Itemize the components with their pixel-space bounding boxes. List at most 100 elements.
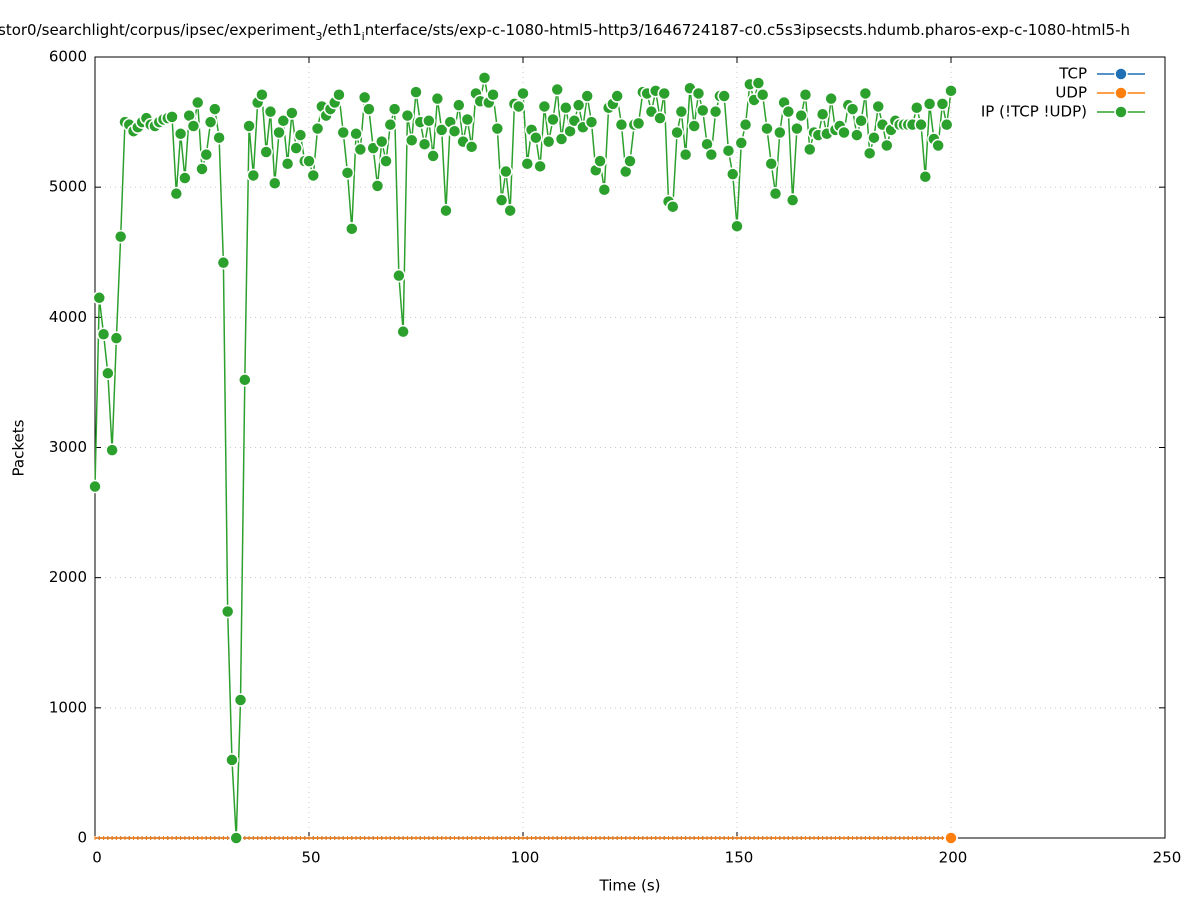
point-marker: [717, 89, 731, 103]
point-marker: [580, 89, 594, 103]
point-marker: [392, 268, 406, 283]
point-marker: [541, 134, 556, 149]
point-marker: [280, 156, 295, 171]
point-marker: [910, 101, 924, 115]
point-marker: [268, 176, 282, 191]
point-marker: [173, 127, 188, 141]
point-marker: [584, 115, 599, 129]
point-marker: [357, 90, 372, 105]
point-marker: [824, 91, 838, 106]
point-marker: [109, 331, 124, 345]
point-marker: [687, 119, 701, 133]
point-marker: [511, 99, 526, 114]
point-marker: [88, 479, 102, 494]
point-marker: [850, 128, 864, 142]
point-marker: [101, 366, 115, 381]
point-marker: [452, 98, 466, 112]
point-marker: [696, 103, 710, 118]
point-marker: [387, 102, 402, 116]
point-marker: [734, 136, 749, 150]
point-marker: [447, 124, 462, 138]
point-marker: [259, 145, 273, 159]
point-marker: [383, 117, 398, 132]
legend-swatch: [1114, 67, 1128, 81]
point-marker: [862, 146, 877, 161]
title-segment: /eth1: [322, 21, 361, 39]
point-marker: [691, 86, 706, 101]
point-marker: [631, 116, 646, 131]
point-marker: [880, 138, 894, 153]
point-marker: [92, 291, 107, 305]
point-marker: [113, 229, 128, 244]
point-marker: [310, 121, 325, 136]
point-marker: [725, 167, 740, 181]
point-marker: [199, 147, 214, 162]
point-marker: [798, 87, 813, 102]
point-marker: [417, 137, 432, 151]
point-marker: [867, 130, 881, 145]
point-marker: [370, 179, 385, 193]
point-marker: [238, 373, 252, 387]
point-marker: [212, 130, 226, 145]
point-marker: [490, 121, 505, 136]
point-marker: [349, 127, 363, 141]
point-marker: [379, 154, 393, 168]
point-marker: [195, 162, 209, 176]
point-marker: [803, 142, 817, 157]
point-marker: [96, 327, 111, 342]
point-marker: [464, 140, 479, 154]
point-marker: [165, 110, 179, 124]
y-tick-label: 6000: [49, 48, 87, 66]
point-marker: [914, 117, 928, 132]
point-marker: [516, 86, 530, 101]
point-marker: [477, 71, 492, 85]
point-marker: [571, 98, 586, 112]
point-marker: [674, 104, 689, 119]
chart-title: stor0/searchlight/corpus/ipsec/experimen…: [0, 21, 1130, 43]
point-marker: [546, 112, 560, 127]
point-marker: [220, 604, 235, 619]
point-marker: [854, 114, 868, 128]
point-marker: [169, 186, 184, 201]
point-marker: [340, 166, 355, 180]
legend-label: IP (!TCP !UDP): [981, 103, 1087, 121]
point-marker: [755, 87, 770, 102]
point-marker: [272, 125, 286, 140]
point-marker: [610, 89, 624, 103]
point-marker: [922, 97, 937, 111]
point-marker: [666, 199, 680, 214]
point-marker: [439, 203, 453, 218]
x-axis-label: Time (s): [599, 877, 661, 895]
legend-swatch: [1114, 86, 1128, 100]
x-tick-label: 100: [511, 849, 540, 867]
point-marker: [738, 117, 753, 132]
point-marker: [623, 154, 637, 168]
point-marker: [396, 324, 410, 339]
x-tick-label: 0: [92, 849, 102, 867]
point-marker: [708, 104, 723, 119]
point-marker: [768, 186, 783, 201]
title-segment: nterface/sts/exp-c-1080-html5-http3/1646…: [365, 21, 1130, 39]
point-marker: [460, 112, 475, 127]
point-marker: [190, 95, 205, 110]
point-marker: [845, 102, 860, 116]
point-marker: [918, 170, 933, 184]
point-marker: [773, 125, 787, 140]
legend-label: TCP: [1058, 65, 1087, 83]
point-marker: [362, 102, 376, 116]
point-marker: [944, 831, 958, 845]
point-marker: [216, 255, 231, 270]
point-marker: [430, 91, 445, 106]
point-marker: [653, 111, 667, 125]
point-marker: [499, 164, 513, 179]
point-marker: [263, 104, 278, 119]
point-marker: [285, 106, 299, 120]
y-tick-label: 4000: [49, 308, 87, 326]
point-marker: [203, 115, 218, 129]
point-marker: [400, 108, 415, 123]
point-marker: [721, 143, 736, 158]
point-marker: [255, 87, 269, 102]
point-marker: [837, 125, 851, 140]
point-marker: [537, 99, 552, 114]
